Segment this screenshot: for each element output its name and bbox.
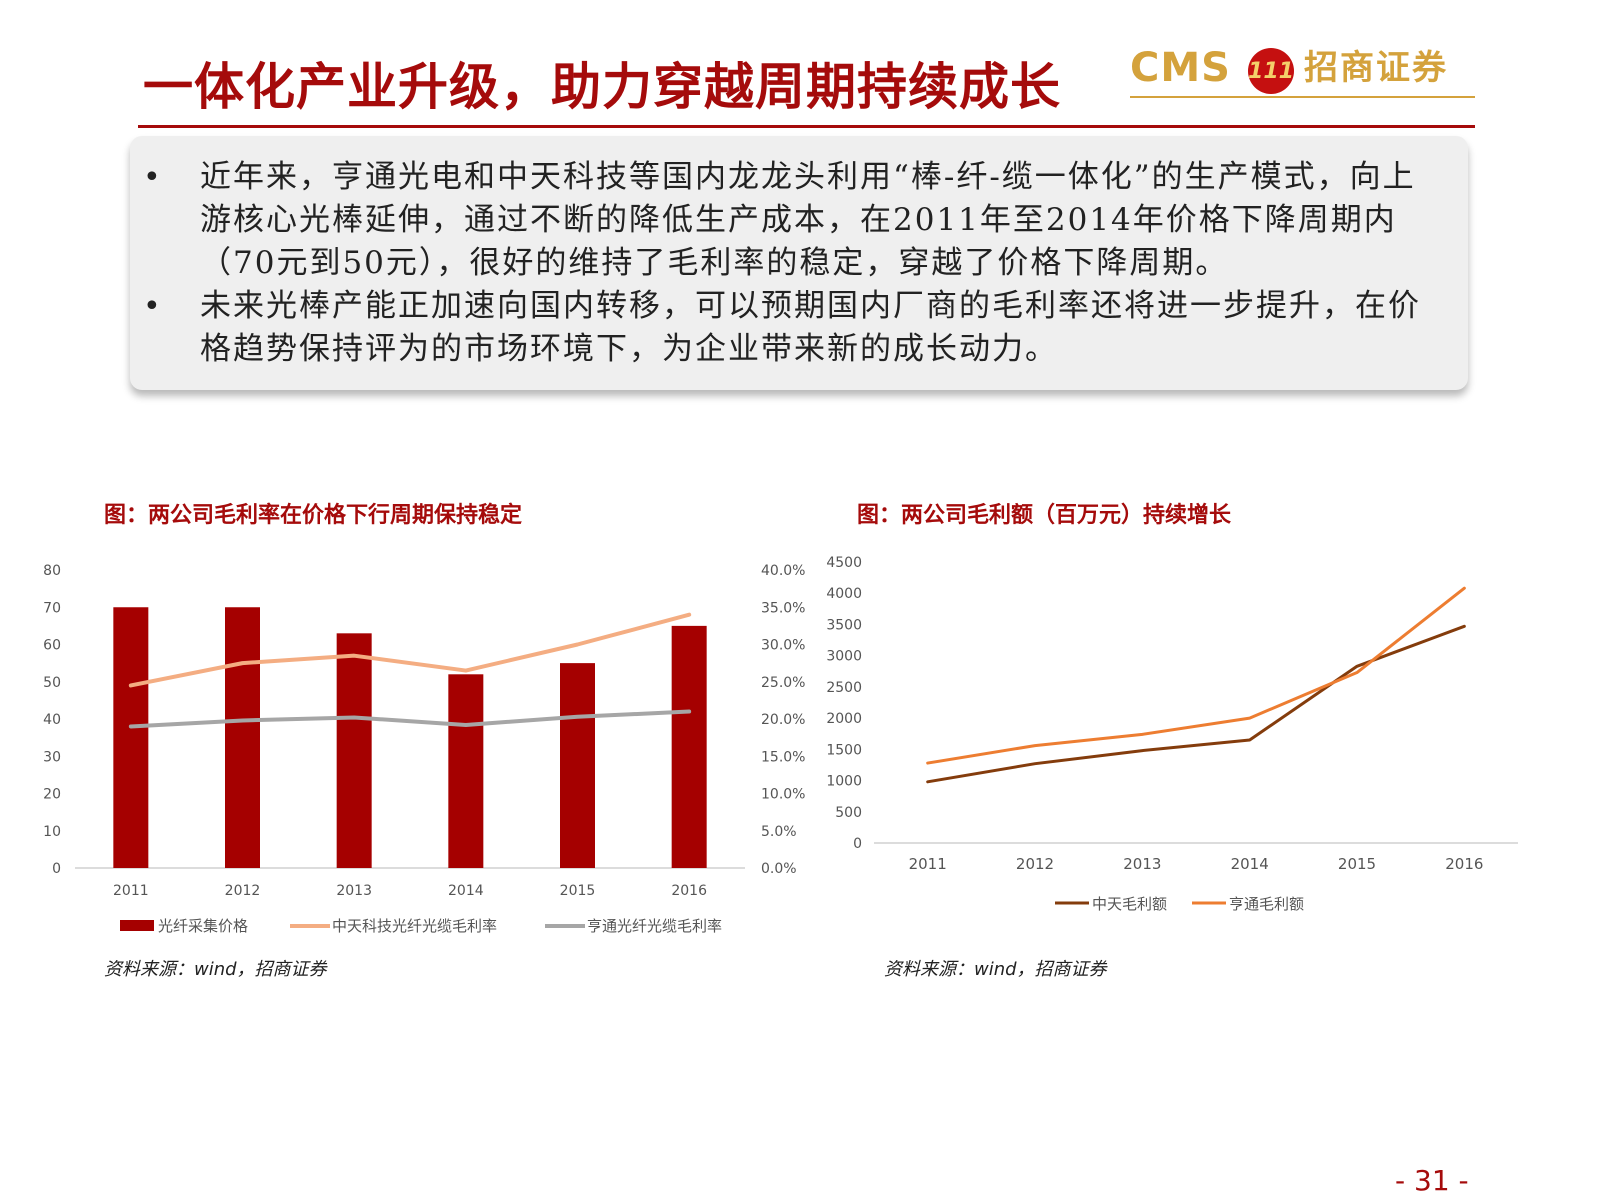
series-line xyxy=(128,612,692,688)
right-figure-source: 资料来源：wind，招商证券 xyxy=(884,959,1107,980)
series-line xyxy=(926,586,1466,765)
y-left-tick-label: 0 xyxy=(52,861,61,877)
left-figure-title: 图：两公司毛利率在价格下行周期保持稳定 xyxy=(104,503,523,528)
legend-swatch xyxy=(120,920,154,931)
page-title: 一体化产业升级，助力穿越周期持续成长 xyxy=(143,57,1061,116)
x-tick-label: 2014 xyxy=(448,883,484,899)
x-tick-label: 2016 xyxy=(671,883,707,899)
bullet-text: 近年来，亨通光电和中天科技等国内龙龙头利用“棒-纤-缆一体化”的生产模式，向上游… xyxy=(200,159,1416,281)
y-left-tick-label: 40 xyxy=(43,712,61,728)
x-tick-label: 2011 xyxy=(909,855,947,873)
y-right-tick-label: 40.0% xyxy=(761,563,805,579)
y-right-tick-label: 20.0% xyxy=(761,712,805,728)
series-line xyxy=(128,709,692,729)
y-right-tick-label: 25.0% xyxy=(761,675,805,691)
x-tick-label: 2015 xyxy=(560,883,596,899)
left-figure-source: 资料来源：wind，招商证券 xyxy=(104,959,327,980)
bar-price xyxy=(448,674,484,868)
summary-box: • 近年来，亨通光电和中天科技等国内龙龙头利用“棒-纤-缆一体化”的生产模式，向… xyxy=(130,136,1468,390)
y-tick-label: 1000 xyxy=(826,774,862,790)
bar-price xyxy=(225,607,260,868)
title-underline xyxy=(138,125,1475,128)
right-figure-title: 图：两公司毛利额（百万元）持续增长 xyxy=(857,503,1232,528)
bar-price xyxy=(113,607,149,868)
bar-price xyxy=(671,625,707,868)
y-tick-label: 1500 xyxy=(826,742,862,758)
y-right-tick-label: 10.0% xyxy=(761,787,805,803)
y-tick-label: 4000 xyxy=(826,586,862,602)
y-right-tick-label: 0.0% xyxy=(761,861,797,877)
y-left-tick-label: 50 xyxy=(43,675,61,691)
legend-label: 光纤采集价格 xyxy=(158,917,248,935)
y-left-tick-label: 10 xyxy=(43,824,61,840)
x-tick-label: 2016 xyxy=(1445,855,1483,873)
x-tick-label: 2014 xyxy=(1231,855,1269,873)
x-tick-label: 2013 xyxy=(336,883,372,899)
y-tick-label: 2500 xyxy=(826,680,862,696)
y-left-tick-label: 80 xyxy=(43,563,61,579)
y-tick-label: 500 xyxy=(835,805,862,821)
legend-label: 中天毛利额 xyxy=(1092,895,1167,913)
bullet-dot-icon: • xyxy=(143,160,163,195)
x-tick-label: 2015 xyxy=(1338,855,1376,873)
summary-bullet: • 近年来，亨通光电和中天科技等国内龙龙头利用“棒-纤-缆一体化”的生产模式，向… xyxy=(143,156,1445,285)
y-left-tick-label: 20 xyxy=(43,787,61,803)
legend-label: 亨通光纤光缆毛利率 xyxy=(587,917,722,935)
y-left-tick-label: 70 xyxy=(43,600,61,616)
logo-chinese-name: 招商证券 xyxy=(1304,48,1448,88)
y-left-tick-label: 30 xyxy=(43,749,61,765)
y-left-tick-label: 60 xyxy=(43,638,61,654)
y-tick-label: 0 xyxy=(853,836,862,852)
y-right-tick-label: 35.0% xyxy=(761,600,805,616)
logo-cms-text: CMS xyxy=(1130,45,1231,91)
y-right-tick-label: 30.0% xyxy=(761,638,805,654)
bullet-dot-icon: • xyxy=(143,289,163,324)
page-number: - 31 - xyxy=(1395,1164,1469,1197)
y-tick-label: 2000 xyxy=(826,711,862,727)
summary-bullets: • 近年来，亨通光电和中天科技等国内龙龙头利用“棒-纤-缆一体化”的生产模式，向… xyxy=(143,156,1445,371)
x-tick-label: 2012 xyxy=(1016,855,1054,873)
y-right-tick-label: 5.0% xyxy=(761,824,797,840)
y-right-tick-label: 15.0% xyxy=(761,749,805,765)
x-tick-label: 2012 xyxy=(225,883,261,899)
bar-price xyxy=(560,663,595,868)
legend-label: 亨通毛利额 xyxy=(1229,895,1304,913)
company-logo: CMS 111 招商证券 xyxy=(1130,48,1475,102)
summary-bullet: • 未来光棒产能正加速向国内转移，可以预期国内厂商的毛利率还将进一步提升，在价格… xyxy=(143,285,1445,371)
bullet-text: 未来光棒产能正加速向国内转移，可以预期国内厂商的毛利率还将进一步提升，在价格趋势… xyxy=(200,288,1421,367)
x-tick-label: 2013 xyxy=(1123,855,1161,873)
x-tick-label: 2011 xyxy=(113,883,149,899)
y-tick-label: 3000 xyxy=(826,649,862,665)
y-tick-label: 3500 xyxy=(826,617,862,633)
logo-underline xyxy=(1130,96,1475,98)
logo-badge-icon: 111 xyxy=(1248,48,1294,94)
y-tick-label: 4500 xyxy=(826,555,862,571)
bar-price xyxy=(336,633,372,868)
legend-label: 中天科技光纤光缆毛利率 xyxy=(332,917,497,935)
